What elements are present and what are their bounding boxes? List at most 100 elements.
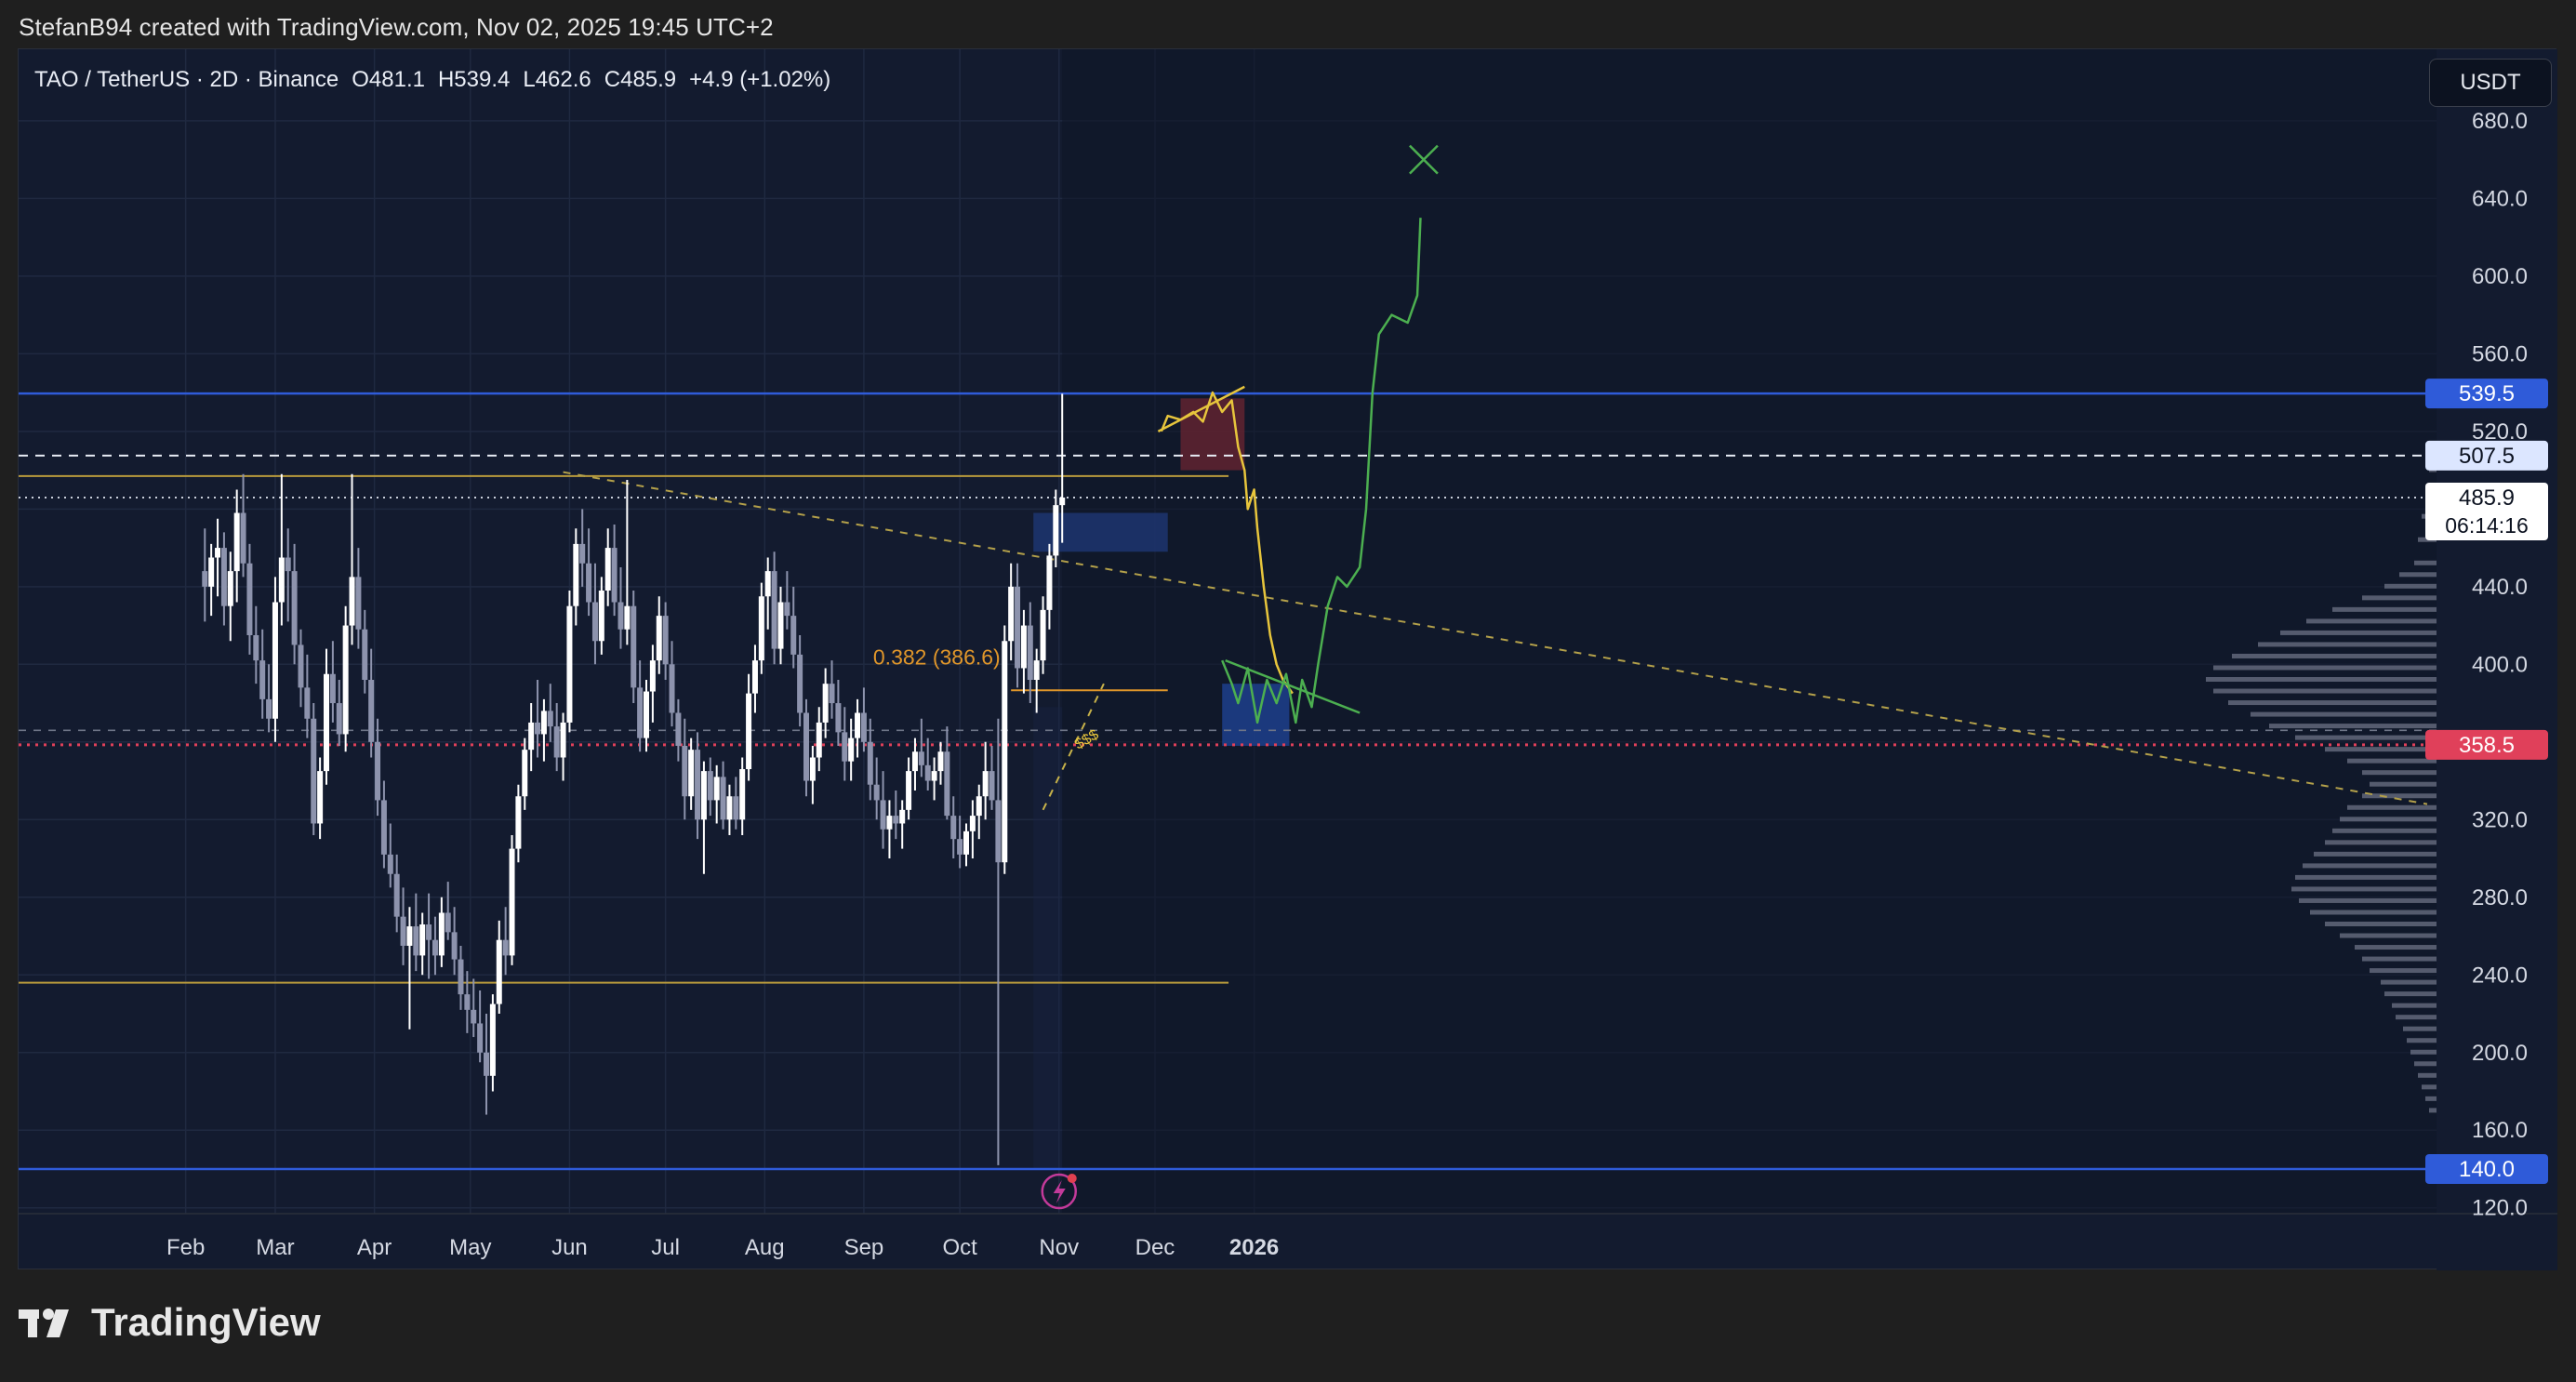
candle[interactable] bbox=[700, 761, 707, 874]
candle[interactable] bbox=[324, 648, 329, 785]
candle[interactable] bbox=[675, 698, 682, 762]
chart-panel[interactable]: 0.382 (386.6) $$$ 120.0 160.0 200.0 240.0 280.… bbox=[18, 48, 2557, 1270]
candle[interactable] bbox=[649, 644, 656, 723]
candle[interactable] bbox=[304, 654, 311, 738]
candle[interactable] bbox=[842, 707, 848, 781]
candle[interactable] bbox=[669, 641, 675, 727]
candle[interactable] bbox=[726, 784, 733, 835]
candle[interactable] bbox=[298, 629, 304, 708]
candle[interactable] bbox=[855, 698, 861, 758]
candle[interactable] bbox=[720, 761, 726, 830]
candle[interactable] bbox=[1020, 609, 1027, 694]
candle[interactable] bbox=[432, 916, 438, 976]
candle[interactable] bbox=[924, 738, 931, 791]
candle[interactable] bbox=[202, 528, 208, 622]
candle[interactable] bbox=[976, 784, 982, 840]
candle[interactable] bbox=[496, 920, 502, 1015]
candle[interactable] bbox=[989, 745, 995, 810]
candle[interactable] bbox=[797, 634, 803, 727]
candle[interactable] bbox=[368, 648, 375, 758]
candle[interactable] bbox=[285, 528, 291, 622]
candle[interactable] bbox=[586, 528, 592, 617]
candle[interactable] bbox=[573, 528, 579, 626]
candle[interactable] bbox=[803, 698, 809, 797]
candle[interactable] bbox=[438, 897, 445, 967]
candle[interactable] bbox=[911, 738, 918, 791]
candle[interactable] bbox=[375, 718, 381, 817]
candle[interactable] bbox=[957, 816, 963, 869]
candle[interactable] bbox=[604, 528, 611, 606]
candle[interactable] bbox=[547, 684, 553, 742]
candle[interactable] bbox=[656, 596, 662, 674]
candle[interactable] bbox=[400, 887, 406, 965]
candle[interactable] bbox=[362, 609, 368, 694]
candle[interactable] bbox=[617, 566, 624, 649]
candle[interactable] bbox=[611, 525, 617, 617]
candle[interactable] bbox=[733, 777, 739, 830]
candle[interactable] bbox=[931, 757, 937, 801]
candle[interactable] bbox=[867, 718, 873, 801]
candle[interactable] bbox=[829, 660, 835, 719]
candle[interactable] bbox=[458, 945, 464, 1010]
candle[interactable] bbox=[311, 703, 317, 835]
candle[interactable] bbox=[982, 741, 989, 820]
candle[interactable] bbox=[406, 907, 413, 1030]
candle[interactable] bbox=[631, 590, 637, 704]
candle[interactable] bbox=[291, 543, 298, 665]
candle[interactable] bbox=[426, 893, 432, 979]
candle[interactable] bbox=[739, 757, 746, 835]
candle[interactable] bbox=[240, 473, 246, 578]
candle[interactable] bbox=[906, 757, 912, 820]
candle[interactable] bbox=[1059, 393, 1066, 543]
candle[interactable] bbox=[790, 586, 797, 669]
candle[interactable] bbox=[644, 680, 649, 752]
candle[interactable] bbox=[695, 732, 701, 840]
candle[interactable] bbox=[540, 698, 547, 762]
candle[interactable] bbox=[464, 971, 471, 1033]
candle[interactable] bbox=[1046, 543, 1053, 630]
candle[interactable] bbox=[835, 680, 842, 746]
candle[interactable] bbox=[329, 641, 336, 723]
event-lightning-icon[interactable] bbox=[1041, 1173, 1078, 1210]
candle[interactable] bbox=[509, 834, 515, 965]
candle[interactable] bbox=[233, 489, 240, 603]
candle[interactable] bbox=[893, 790, 899, 840]
candle[interactable] bbox=[484, 1014, 489, 1115]
candle[interactable] bbox=[477, 990, 484, 1063]
candle[interactable] bbox=[662, 602, 669, 681]
candle[interactable] bbox=[746, 673, 752, 781]
candle[interactable] bbox=[502, 907, 509, 976]
candle[interactable] bbox=[355, 548, 362, 649]
candle[interactable] bbox=[272, 577, 278, 742]
candle[interactable] bbox=[682, 718, 688, 820]
candle[interactable] bbox=[215, 518, 221, 597]
candle[interactable] bbox=[688, 738, 695, 810]
candle[interactable] bbox=[944, 726, 950, 820]
candle[interactable] bbox=[591, 563, 598, 665]
candle[interactable] bbox=[535, 680, 541, 758]
candle[interactable] bbox=[1002, 625, 1008, 874]
candle[interactable] bbox=[751, 644, 758, 713]
candle[interactable] bbox=[598, 577, 604, 655]
candle[interactable] bbox=[777, 586, 784, 665]
candle[interactable] bbox=[764, 557, 771, 630]
candle[interactable] bbox=[227, 551, 233, 642]
candle[interactable] bbox=[899, 800, 906, 849]
candle[interactable] bbox=[259, 629, 266, 719]
candle[interactable] bbox=[560, 712, 566, 781]
candle[interactable] bbox=[809, 745, 816, 804]
candle[interactable] bbox=[1033, 648, 1040, 713]
candle[interactable] bbox=[784, 571, 790, 630]
candle[interactable] bbox=[566, 590, 573, 733]
candle[interactable] bbox=[380, 780, 387, 869]
candle[interactable] bbox=[771, 551, 777, 665]
currency-button[interactable]: USDT bbox=[2429, 59, 2552, 107]
candle[interactable] bbox=[950, 796, 957, 859]
candle[interactable] bbox=[637, 660, 644, 752]
candle[interactable] bbox=[522, 738, 528, 810]
candle[interactable] bbox=[963, 823, 969, 867]
candle[interactable] bbox=[713, 764, 720, 824]
candle[interactable] bbox=[445, 882, 451, 940]
candle[interactable] bbox=[816, 707, 822, 772]
candle[interactable] bbox=[860, 687, 867, 752]
